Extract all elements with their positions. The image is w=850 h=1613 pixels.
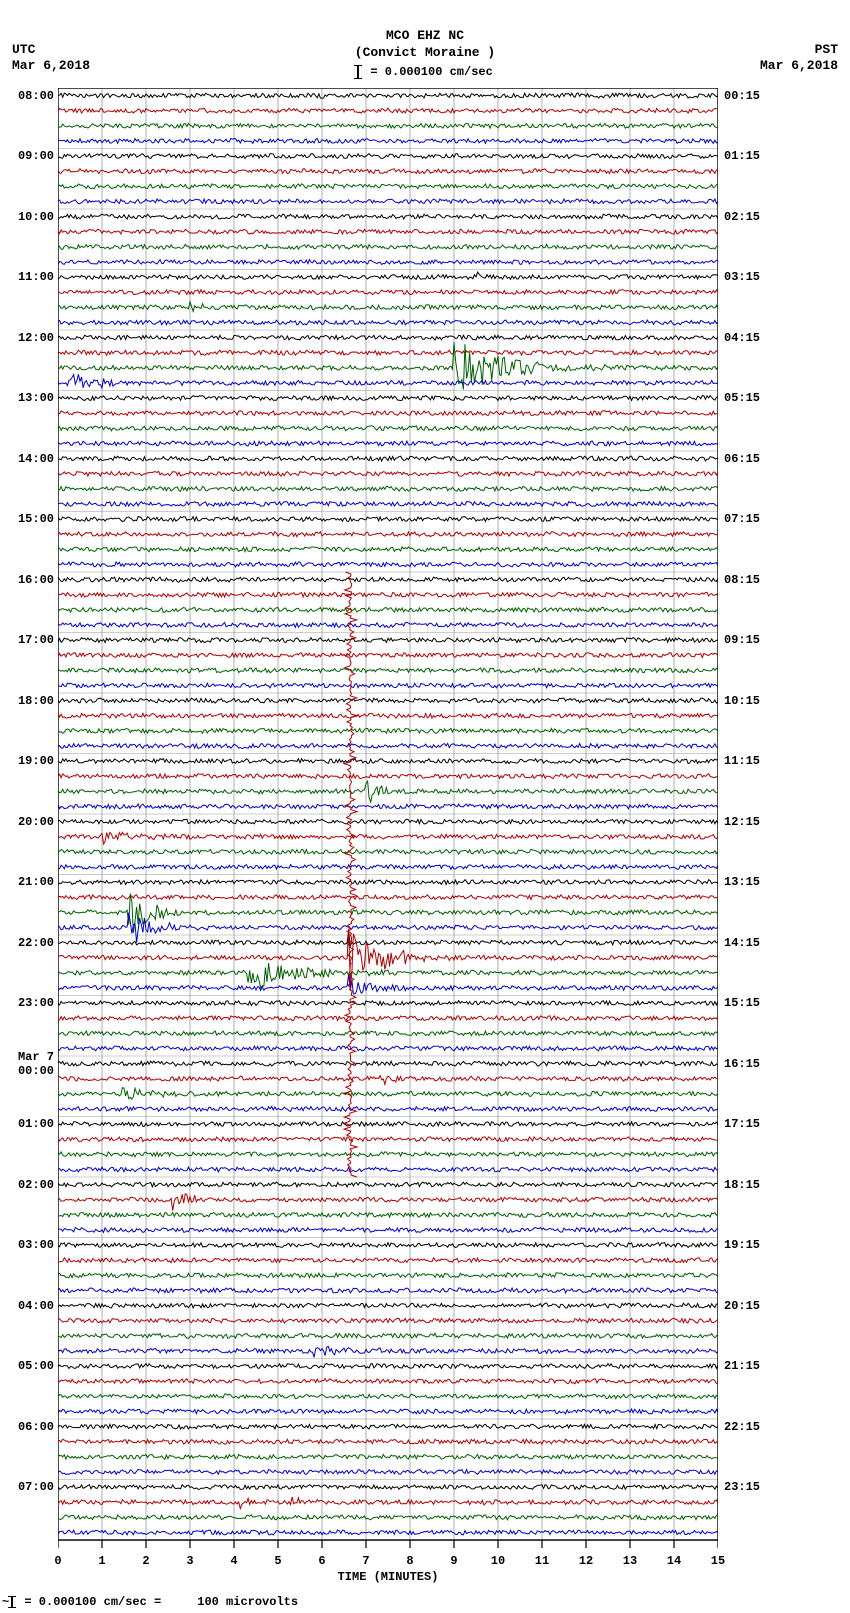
time-label: 12:00 xyxy=(18,331,54,345)
time-label: 14:00 xyxy=(18,452,54,466)
time-label: 16:15 xyxy=(724,1057,760,1071)
time-label: Mar 7 00:00 xyxy=(18,1050,54,1078)
time-label: 04:00 xyxy=(18,1299,54,1313)
tz-right-date: Mar 6,2018 xyxy=(760,58,838,74)
time-label: 16:00 xyxy=(18,573,54,587)
time-label: 05:15 xyxy=(724,391,760,405)
time-label: 08:15 xyxy=(724,573,760,587)
time-label: 18:00 xyxy=(18,694,54,708)
time-label: 06:15 xyxy=(724,452,760,466)
time-label: 20:15 xyxy=(724,1299,760,1313)
x-tick-label: 3 xyxy=(186,1554,193,1568)
time-label: 15:00 xyxy=(18,512,54,526)
time-label: 10:15 xyxy=(724,694,760,708)
time-label: 19:15 xyxy=(724,1238,760,1252)
plot-area xyxy=(58,88,718,1540)
x-tick-label: 13 xyxy=(623,1554,637,1568)
time-label: 09:00 xyxy=(18,149,54,163)
time-label: 11:00 xyxy=(18,270,54,284)
footer-scale: ~ = 0.000100 cm/sec = 100 microvolts xyxy=(2,1595,298,1609)
site-line: (Convict Moraine ) xyxy=(0,45,850,62)
tz-left: UTC Mar 6,2018 xyxy=(12,42,90,75)
scale-legend-top: = 0.000100 cm/sec xyxy=(0,65,850,79)
time-label: 21:00 xyxy=(18,875,54,889)
header: MCO EHZ NC (Convict Moraine ) xyxy=(0,28,850,62)
time-label: 07:00 xyxy=(18,1480,54,1494)
scale-bar-icon xyxy=(11,1596,13,1608)
x-axis-title: TIME (MINUTES) xyxy=(338,1570,439,1584)
x-tick-label: 12 xyxy=(579,1554,593,1568)
time-label: 15:15 xyxy=(724,996,760,1010)
x-tick-label: 5 xyxy=(274,1554,281,1568)
scale-text: = 0.000100 cm/sec xyxy=(370,65,492,79)
x-tick-label: 1 xyxy=(98,1554,105,1568)
x-tick-label: 10 xyxy=(491,1554,505,1568)
time-label: 02:00 xyxy=(18,1178,54,1192)
time-label: 23:00 xyxy=(18,996,54,1010)
x-tick-label: 7 xyxy=(362,1554,369,1568)
time-label: 04:15 xyxy=(724,331,760,345)
time-label: 23:15 xyxy=(724,1480,760,1494)
time-label: 12:15 xyxy=(724,815,760,829)
time-label: 05:00 xyxy=(18,1359,54,1373)
time-label: 21:15 xyxy=(724,1359,760,1373)
time-label: 13:15 xyxy=(724,875,760,889)
time-label: 03:15 xyxy=(724,270,760,284)
time-label: 22:15 xyxy=(724,1420,760,1434)
time-label: 09:15 xyxy=(724,633,760,647)
time-label: 11:15 xyxy=(724,754,760,768)
x-tick-label: 2 xyxy=(142,1554,149,1568)
x-tick-label: 6 xyxy=(318,1554,325,1568)
x-tick-label: 4 xyxy=(230,1554,237,1568)
time-label: 06:00 xyxy=(18,1420,54,1434)
time-label: 19:00 xyxy=(18,754,54,768)
time-label: 20:00 xyxy=(18,815,54,829)
time-label: 08:00 xyxy=(18,89,54,103)
time-label: 01:00 xyxy=(18,1117,54,1131)
x-tick-label: 8 xyxy=(406,1554,413,1568)
left-time-axis: 08:00 09:00 10:00 11:00 12:00 13:00 14:00 15:00… xyxy=(2,88,56,1540)
tz-left-label: UTC xyxy=(12,42,90,58)
x-tick-label: 9 xyxy=(450,1554,457,1568)
time-label: 13:00 xyxy=(18,391,54,405)
footer-microvolts: 100 microvolts xyxy=(197,1595,298,1609)
tz-right-label: PST xyxy=(760,42,838,58)
time-label: 10:00 xyxy=(18,210,54,224)
time-label: 17:15 xyxy=(724,1117,760,1131)
time-label: 01:15 xyxy=(724,149,760,163)
time-label: 14:15 xyxy=(724,936,760,950)
x-tick-label: 14 xyxy=(667,1554,681,1568)
scale-bar-icon xyxy=(357,65,359,79)
time-label: 17:00 xyxy=(18,633,54,647)
x-axis: TIME (MINUTES) 0123456789101112131415 xyxy=(58,1540,718,1590)
time-label: 22:00 xyxy=(18,936,54,950)
right-time-axis: 00:15 01:15 02:15 03:15 04:15 05:15 06:15 07:15… xyxy=(720,88,840,1540)
tz-right: PST Mar 6,2018 xyxy=(760,42,838,75)
time-label: 00:15 xyxy=(724,89,760,103)
seismogram-container: MCO EHZ NC (Convict Moraine ) = 0.000100… xyxy=(0,0,850,1613)
x-tick-label: 15 xyxy=(711,1554,725,1568)
station-line: MCO EHZ NC xyxy=(0,28,850,45)
tz-left-date: Mar 6,2018 xyxy=(12,58,90,74)
seismogram-svg xyxy=(58,88,718,1540)
time-label: 02:15 xyxy=(724,210,760,224)
x-tick-label: 0 xyxy=(54,1554,61,1568)
footer-scale-text: = 0.000100 cm/sec = xyxy=(24,1595,161,1609)
x-tick-label: 11 xyxy=(535,1554,549,1568)
time-label: 18:15 xyxy=(724,1178,760,1192)
time-label: 03:00 xyxy=(18,1238,54,1252)
time-label: 07:15 xyxy=(724,512,760,526)
